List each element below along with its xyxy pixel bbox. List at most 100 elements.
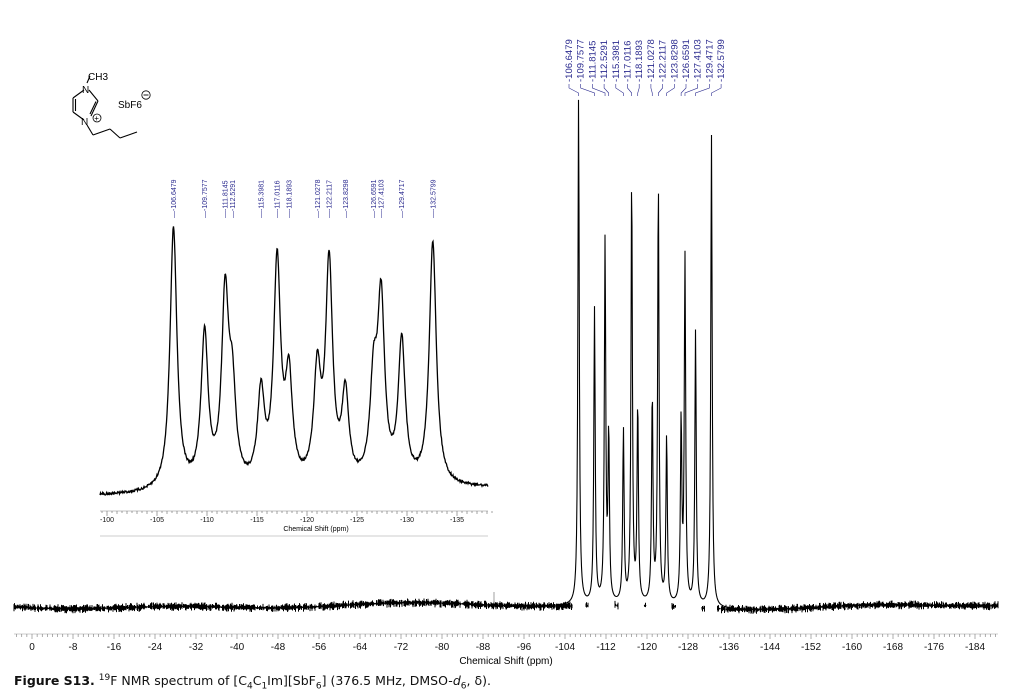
nitrogen-top-label: N [82,85,89,96]
svg-text:-123.8298: -123.8298 [669,39,680,82]
svg-text:—-106.6479: —-106.6479 [171,179,178,218]
peak-label: -122.2117 [658,40,669,96]
inset-spectrum-trace [99,226,489,497]
peak-label: -132.5799 [711,39,727,96]
inset-tick-label: -120 [300,517,314,524]
inset-peak-label: —-109.7577 [202,179,209,218]
svg-text:-111.8145: -111.8145 [587,41,598,82]
inset-peak-label: —-118.1893 [286,180,293,218]
peak-label: -127.4103 [684,39,704,96]
inset-tick-label: -105 [150,517,164,524]
caption-sub: 1 [261,681,268,692]
peak-label: -118.1893 [634,40,645,96]
nitrogen-bottom-label: N [81,117,88,128]
svg-text:—-111.8145: —-111.8145 [223,180,230,218]
svg-text:—-126.6591: —-126.6591 [371,179,378,218]
svg-text:—-118.1893: —-118.1893 [286,180,293,218]
svg-text:-112.5291: -112.5291 [599,40,610,82]
caption-sub: 4 [246,681,253,692]
main-spectrum [13,99,999,614]
inset-peak-label: —-121.0278 [315,179,322,218]
x-tick-label: 0 [29,642,35,653]
peak-label: -111.8145 [587,41,606,96]
inset-peak-label: —-122.2117 [327,180,334,218]
svg-text:-117.0116: -117.0116 [623,41,634,82]
svg-text:-122.2117: -122.2117 [658,40,669,82]
x-tick-label: -48 [271,642,286,653]
inset-spectrum [99,226,489,497]
caption-sub: 6 [315,681,322,692]
caption-sub: 6 [460,681,467,692]
peak-label: -129.4717 [695,39,715,96]
inset-peak-label: —-132.5799 [430,179,437,218]
inset-tick-label: -115 [250,517,264,524]
x-tick-label: -8 [69,642,78,653]
main-spectrum-trace [13,99,998,610]
x-tick-label: -128 [678,642,698,653]
x-tick-label: -80 [435,642,450,653]
svg-text:—-117.0116: —-117.0116 [275,180,282,218]
inset-tick-label: -130 [400,517,414,524]
svg-text:—-112.5291: —-112.5291 [230,180,237,218]
svg-text:—-127.4103: —-127.4103 [379,179,386,218]
x-tick-label: -136 [719,642,739,653]
x-tick-label: -88 [476,642,491,653]
x-tick-label: -144 [760,642,780,653]
svg-text:—-123.8298: —-123.8298 [343,179,350,218]
main-x-axis: 0 -8 -16 -24 -32 -40 -48 -56 -64 -72 -80 -88 -96 -104… [14,633,998,653]
x-tick-label: -72 [394,642,409,653]
caption-text: , δ). [466,673,491,689]
caption-label: Figure S13. [14,673,95,689]
peak-label: -112.5291 [599,40,610,96]
x-tick-label: -64 [353,642,368,653]
svg-text:—-129.4717: —-129.4717 [399,179,406,218]
caption-text: C [252,673,262,689]
methyl-label: CH3 [88,72,108,83]
x-tick-label: -176 [924,642,944,653]
inset-peak-label: —-123.8298 [343,179,350,218]
caption-text: ] (376.5 MHz, DMSO- [321,673,453,689]
plus-charge-glyph: + [94,114,99,123]
figure-caption: Figure S13. 19F NMR spectrum of [C4C1Im]… [14,673,491,692]
peak-label: -123.8298 [666,39,680,96]
svg-text:-132.5799: -132.5799 [716,39,727,82]
x-tick-label: -16 [107,642,122,653]
inset-peak-label: —-106.6479 [171,179,178,218]
inset-peak-labels: —-106.6479 —-109.7577 —-111.8145 —-112.5291… [171,179,437,218]
main-x-axis-label: Chemical Shift (ppm) [459,656,552,667]
inset-x-axis-label: Chemical Shift (ppm) [283,526,348,533]
x-tick-label: -112 [596,642,616,653]
inset-peak-label: —-115.3981 [258,180,265,218]
svg-text:-126.6591: -126.6591 [681,39,692,82]
svg-text:-129.4717: -129.4717 [704,39,715,82]
x-tick-label: -56 [312,642,327,653]
svg-text:-106.6479: -106.6479 [564,39,575,82]
caption-text: Im][SbF [267,673,316,689]
main-peak-labels: -106.6479 -109.7577 -111.8145 -112.5291 -115… [564,39,727,96]
svg-text:-127.4103: -127.4103 [693,39,704,82]
x-tick-label: -152 [801,642,821,653]
x-tick-label: -120 [637,642,657,653]
imidazolium-ring [72,75,138,139]
peak-label: -126.6591 [680,39,692,96]
anion-label: SbF6 [118,100,142,111]
caption-italic: d [452,673,461,689]
x-tick-label: -32 [189,642,204,653]
inset-tick-label: -100 [100,517,114,524]
x-tick-label: -104 [555,642,575,653]
x-tick-label: -184 [965,642,985,653]
svg-text:—-115.3981: —-115.3981 [258,180,265,218]
x-tick-label: -40 [230,642,245,653]
peak-label: -121.0278 [646,39,657,96]
inset-tick-label: -135 [450,517,464,524]
inset-peak-label: —-127.4103 [379,179,386,218]
inset-peak-label: —-112.5291 [230,180,237,218]
x-tick-label: -24 [148,642,163,653]
svg-text:-115.3981: -115.3981 [611,40,622,82]
peak-label: -109.7577 [576,39,595,96]
inset-peak-label: —-111.8145 [223,180,230,218]
caption-isotope: 19 [98,673,111,683]
svg-text:—-132.5799: —-132.5799 [430,179,437,218]
inset-peak-label: —-117.0116 [275,180,282,218]
